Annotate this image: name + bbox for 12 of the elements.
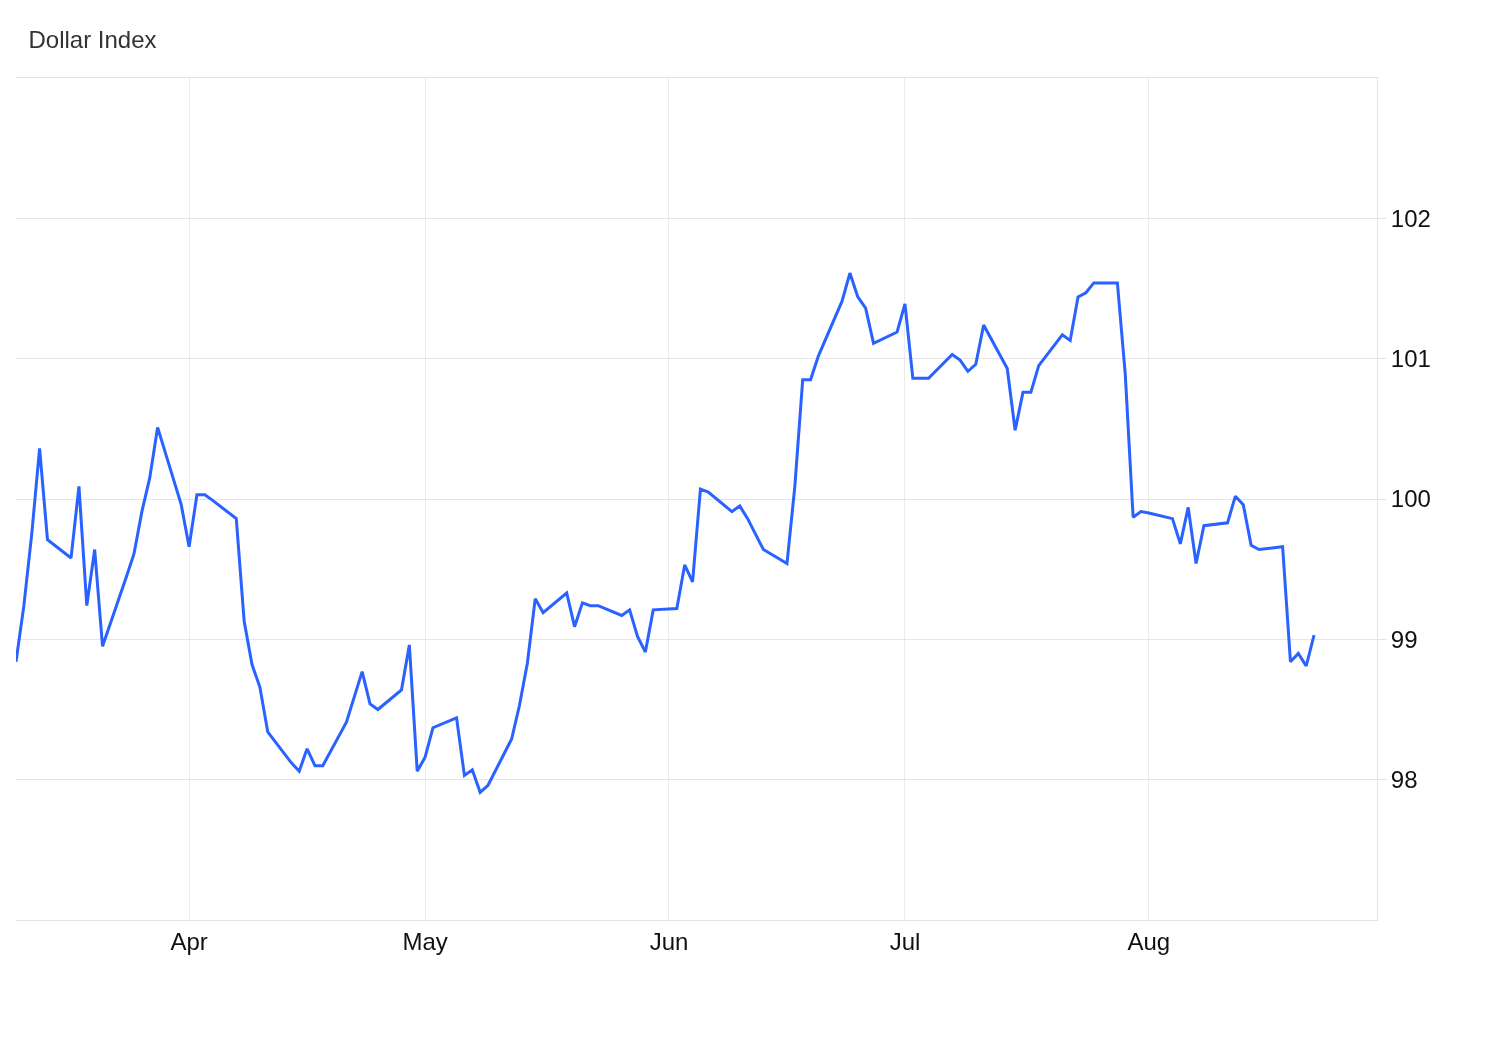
y-tick-label: 99 — [1390, 625, 1418, 653]
y-tick-label: 98 — [1390, 766, 1418, 794]
x-tick-label: Aug — [1127, 927, 1171, 955]
x-tick-label: Apr — [170, 927, 208, 955]
chart-title: Dollar Index — [28, 25, 157, 53]
x-tick-label: Jul — [889, 927, 921, 955]
x-tick-label: May — [402, 927, 448, 955]
y-tick-label: 100 — [1390, 485, 1431, 513]
y-tick-label: 101 — [1390, 345, 1431, 373]
x-tick-label: Jun — [649, 927, 689, 955]
line-series — [16, 271, 1316, 794]
y-tick-label: 102 — [1390, 204, 1431, 232]
